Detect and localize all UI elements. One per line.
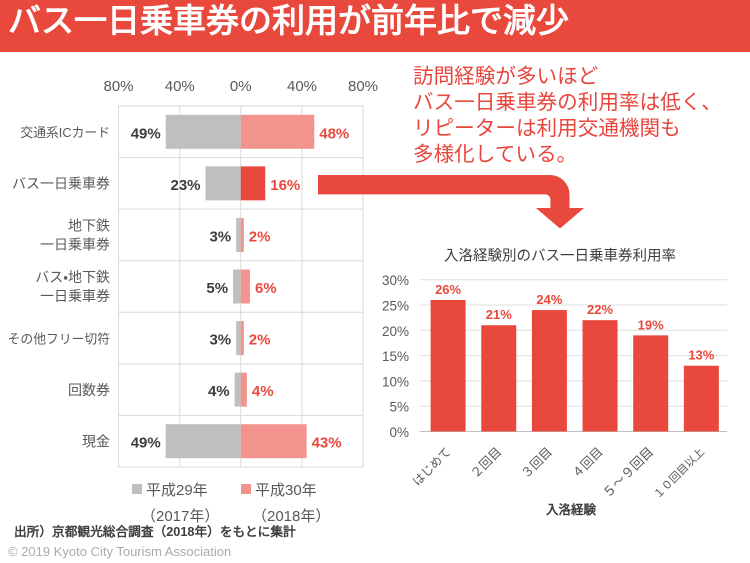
svg-text:19%: 19% xyxy=(638,317,664,332)
svg-text:22%: 22% xyxy=(587,302,613,317)
svg-text:48%: 48% xyxy=(319,125,349,142)
svg-text:49%: 49% xyxy=(131,435,161,452)
svg-text:バス・地下鉄: バス・地下鉄 xyxy=(35,269,110,285)
svg-text:5%: 5% xyxy=(206,280,228,297)
svg-text:15%: 15% xyxy=(382,349,409,364)
svg-text:80%: 80% xyxy=(348,78,378,95)
svg-text:4%: 4% xyxy=(252,383,274,400)
svg-text:その他フリー切符: その他フリー切符 xyxy=(8,331,111,346)
svg-text:© 2019 Kyoto City Tourism Asso: © 2019 Kyoto City Tourism Association xyxy=(8,544,231,559)
svg-text:平成29年: 平成29年 xyxy=(146,482,208,499)
svg-text:入洛経験別のバス一日乗車券利用率: 入洛経験別のバス一日乗車券利用率 xyxy=(444,248,676,265)
svg-text:16%: 16% xyxy=(270,177,300,194)
svg-text:20%: 20% xyxy=(382,324,409,339)
svg-text:２回目: ２回目 xyxy=(468,445,504,481)
svg-text:13%: 13% xyxy=(688,348,714,363)
svg-text:3%: 3% xyxy=(209,332,231,349)
svg-text:0%: 0% xyxy=(389,425,409,440)
svg-text:一日乗車券: 一日乗車券 xyxy=(40,288,110,304)
svg-text:43%: 43% xyxy=(312,435,342,452)
svg-text:１０回目以上: １０回目以上 xyxy=(651,445,707,501)
svg-text:0%: 0% xyxy=(230,78,252,95)
svg-text:一日乗車券: 一日乗車券 xyxy=(40,237,110,253)
svg-text:5%: 5% xyxy=(389,400,409,415)
svg-text:25%: 25% xyxy=(382,299,409,314)
svg-text:80%: 80% xyxy=(103,78,133,95)
svg-text:26%: 26% xyxy=(435,282,461,297)
svg-text:現金: 現金 xyxy=(82,433,110,449)
svg-text:10%: 10% xyxy=(382,374,409,389)
svg-text:地下鉄: 地下鉄 xyxy=(68,218,110,234)
svg-text:21%: 21% xyxy=(486,307,512,322)
svg-text:３回目: ３回目 xyxy=(519,445,555,481)
svg-text:４回目: ４回目 xyxy=(569,445,605,481)
svg-text:2%: 2% xyxy=(249,228,271,245)
svg-text:平成30年: 平成30年 xyxy=(255,482,317,499)
svg-text:4%: 4% xyxy=(208,383,230,400)
svg-text:はじめて: はじめて xyxy=(410,445,454,489)
svg-text:24%: 24% xyxy=(536,292,562,307)
svg-text:（2017年）: （2017年） xyxy=(141,508,219,525)
svg-text:出所）京都観光総合調査（2018年）をもとに集計: 出所）京都観光総合調査（2018年）をもとに集計 xyxy=(14,524,296,539)
svg-text:40%: 40% xyxy=(287,78,317,95)
svg-text:回数券: 回数券 xyxy=(68,382,110,398)
svg-text:6%: 6% xyxy=(255,280,277,297)
svg-text:3%: 3% xyxy=(209,228,231,245)
svg-text:30%: 30% xyxy=(382,273,409,288)
svg-text:入洛経験: 入洛経験 xyxy=(545,502,597,517)
svg-text:2%: 2% xyxy=(249,332,271,349)
svg-text:交通系ICカード: 交通系ICカード xyxy=(20,125,110,140)
svg-text:49%: 49% xyxy=(131,125,161,142)
svg-text:バス一日乗車券: バス一日乗車券 xyxy=(12,176,110,192)
svg-text:40%: 40% xyxy=(165,78,195,95)
svg-text:５～９回目: ５～９回目 xyxy=(600,444,657,501)
svg-text:23%: 23% xyxy=(170,177,200,194)
svg-text:（2018年）: （2018年） xyxy=(252,508,330,525)
